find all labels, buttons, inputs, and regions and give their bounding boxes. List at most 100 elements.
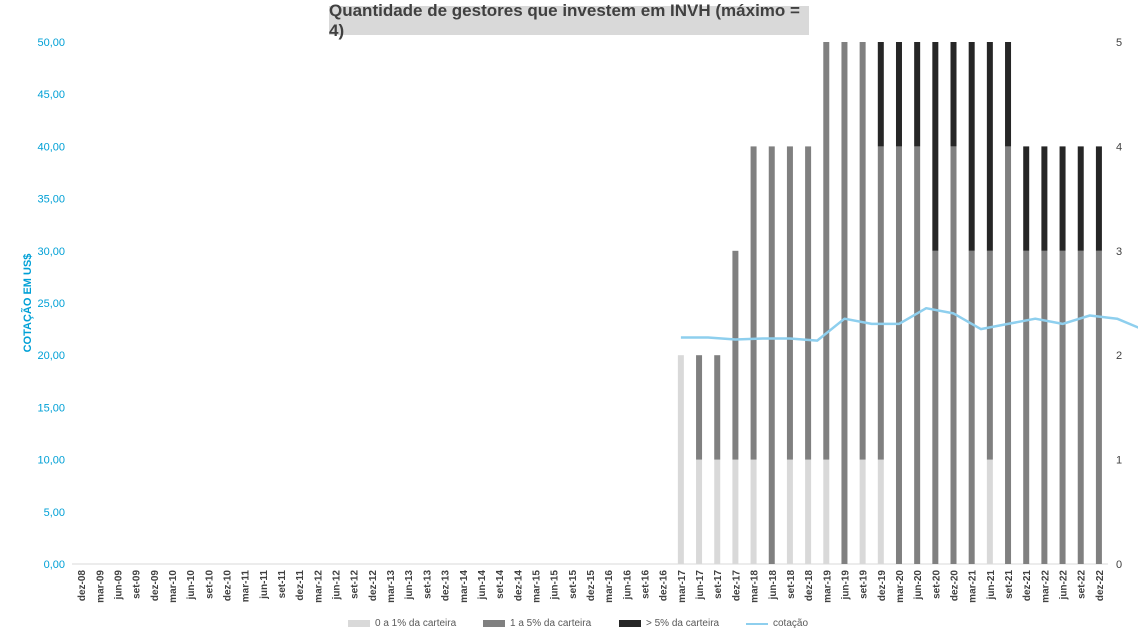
x-tick-label: jun-11 — [259, 570, 270, 600]
y-left-tick-label: 10,00 — [37, 455, 65, 467]
bar-1-5pct — [823, 42, 830, 460]
legend-label-gt5pct: > 5% da carteira — [646, 618, 720, 629]
y-left-axis-title: COTAÇÃO EM US$ — [21, 254, 34, 353]
x-tick-label: set-16 — [641, 570, 652, 599]
x-tick-label: set-22 — [1077, 570, 1088, 599]
bar-1-5pct — [841, 42, 848, 564]
x-tick-label: mar-17 — [677, 570, 688, 603]
bar-1-5pct — [877, 146, 884, 460]
chart-legend: 0 a 1% da carteira 1 a 5% da carteira > … — [0, 618, 1138, 638]
legend-label-cotacao: cotação — [773, 618, 809, 629]
x-tick-label: dez-18 — [804, 570, 815, 602]
legend-swatch-1-5pct — [483, 620, 505, 627]
bar-1-5pct — [986, 250, 993, 460]
x-tick-label: jun-21 — [986, 570, 997, 601]
x-tick-label: jun-10 — [186, 570, 197, 601]
x-tick-label: set-10 — [204, 570, 215, 599]
x-tick-label: dez-10 — [222, 570, 233, 602]
legend-swatch-0-1pct — [348, 620, 370, 627]
bar-gt5pct — [895, 42, 902, 147]
y-left-tick-label: 35,00 — [37, 194, 65, 206]
bar-0-1pct — [823, 459, 830, 564]
x-tick-label: jun-14 — [477, 570, 488, 601]
bar-0-1pct — [750, 459, 757, 564]
x-tick-label: jun-19 — [840, 570, 851, 601]
x-tick-label: dez-08 — [77, 570, 88, 602]
bar-1-5pct — [1059, 250, 1066, 565]
bar-gt5pct — [1077, 146, 1084, 251]
bar-gt5pct — [914, 42, 921, 147]
x-tick-label: mar-22 — [1040, 570, 1051, 603]
x-tick-label: mar-14 — [459, 570, 470, 603]
x-tick-label: dez-22 — [1095, 570, 1106, 602]
legend-swatch-cotacao — [746, 622, 768, 625]
x-tick-label: set-18 — [786, 570, 797, 599]
x-tick-label: set-15 — [568, 570, 579, 599]
bar-gt5pct — [1059, 146, 1066, 251]
y-left-tick-label: 50,00 — [37, 37, 65, 49]
y-left-tick-label: 25,00 — [37, 298, 65, 310]
y-left-tick-label: 0,00 — [44, 559, 65, 571]
y-left-tick-label: 45,00 — [37, 89, 65, 101]
x-tick-label: dez-11 — [295, 570, 306, 601]
line-cotacao — [680, 306, 1138, 342]
bar-1-5pct — [1095, 250, 1102, 565]
legend-item-0-1pct: 0 a 1% da carteira — [348, 618, 456, 629]
x-tick-label: set-12 — [350, 570, 361, 599]
x-tick-label: set-21 — [1004, 570, 1015, 599]
bar-gt5pct — [986, 42, 993, 251]
x-tick-label: mar-11 — [241, 570, 252, 603]
bar-gt5pct — [1041, 146, 1048, 251]
x-tick-label: jun-13 — [404, 570, 415, 601]
bar-gt5pct — [932, 42, 939, 251]
y-right-tick-label: 4 — [1116, 141, 1122, 153]
bar-1-5pct — [750, 146, 757, 460]
x-tick-label: dez-19 — [877, 570, 888, 602]
x-tick-label: dez-12 — [368, 570, 379, 602]
bar-1-5pct — [714, 355, 721, 460]
legend-item-gt5pct: > 5% da carteira — [619, 618, 719, 629]
legend-label-1-5pct: 1 a 5% da carteira — [510, 618, 592, 629]
x-tick-label: mar-15 — [531, 570, 542, 603]
y-right-tick-label: 5 — [1116, 37, 1122, 49]
y-left-tick-label: 40,00 — [37, 141, 65, 153]
bar-1-5pct — [932, 250, 939, 565]
x-tick-label: dez-17 — [731, 570, 742, 602]
legend-item-1-5pct: 1 a 5% da carteira — [483, 618, 591, 629]
legend-item-cotacao: cotação — [746, 618, 808, 629]
x-tick-label: mar-13 — [386, 570, 397, 603]
bar-1-5pct — [914, 146, 921, 564]
bar-1-5pct — [732, 250, 739, 460]
x-tick-label: mar-18 — [750, 570, 761, 603]
legend-swatch-gt5pct — [619, 620, 641, 627]
x-tick-label: jun-12 — [332, 570, 343, 601]
bar-gt5pct — [968, 42, 975, 251]
x-tick-label: mar-10 — [168, 570, 179, 603]
x-tick-label: dez-13 — [441, 570, 452, 602]
x-tick-label: mar-21 — [968, 570, 979, 603]
bar-1-5pct — [1005, 146, 1012, 564]
bar-1-5pct — [1077, 250, 1084, 565]
bar-1-5pct — [968, 250, 975, 565]
x-tick-label: set-11 — [277, 570, 288, 599]
bar-gt5pct — [1005, 42, 1012, 147]
x-tick-label: jun-22 — [1059, 570, 1070, 601]
y-right-tick-label: 2 — [1116, 350, 1122, 362]
bar-1-5pct — [805, 146, 812, 460]
x-tick-label: jun-15 — [550, 570, 561, 601]
bar-1-5pct — [1041, 250, 1048, 565]
y-right-tick-label: 1 — [1116, 455, 1122, 467]
x-tick-label: mar-16 — [604, 570, 615, 603]
bar-1-5pct — [786, 146, 793, 460]
x-tick-label: mar-19 — [822, 570, 833, 603]
x-tick-label: set-14 — [495, 570, 506, 599]
y-right-tick-label: 0 — [1116, 559, 1122, 571]
y-right-tick-label: 3 — [1116, 246, 1122, 258]
x-tick-label: jun-16 — [622, 570, 633, 601]
bar-gt5pct — [1023, 146, 1030, 251]
bar-1-5pct — [895, 146, 902, 564]
x-tick-label: dez-15 — [586, 570, 597, 602]
bar-0-1pct — [696, 459, 703, 564]
x-tick-label: set-13 — [422, 570, 433, 599]
